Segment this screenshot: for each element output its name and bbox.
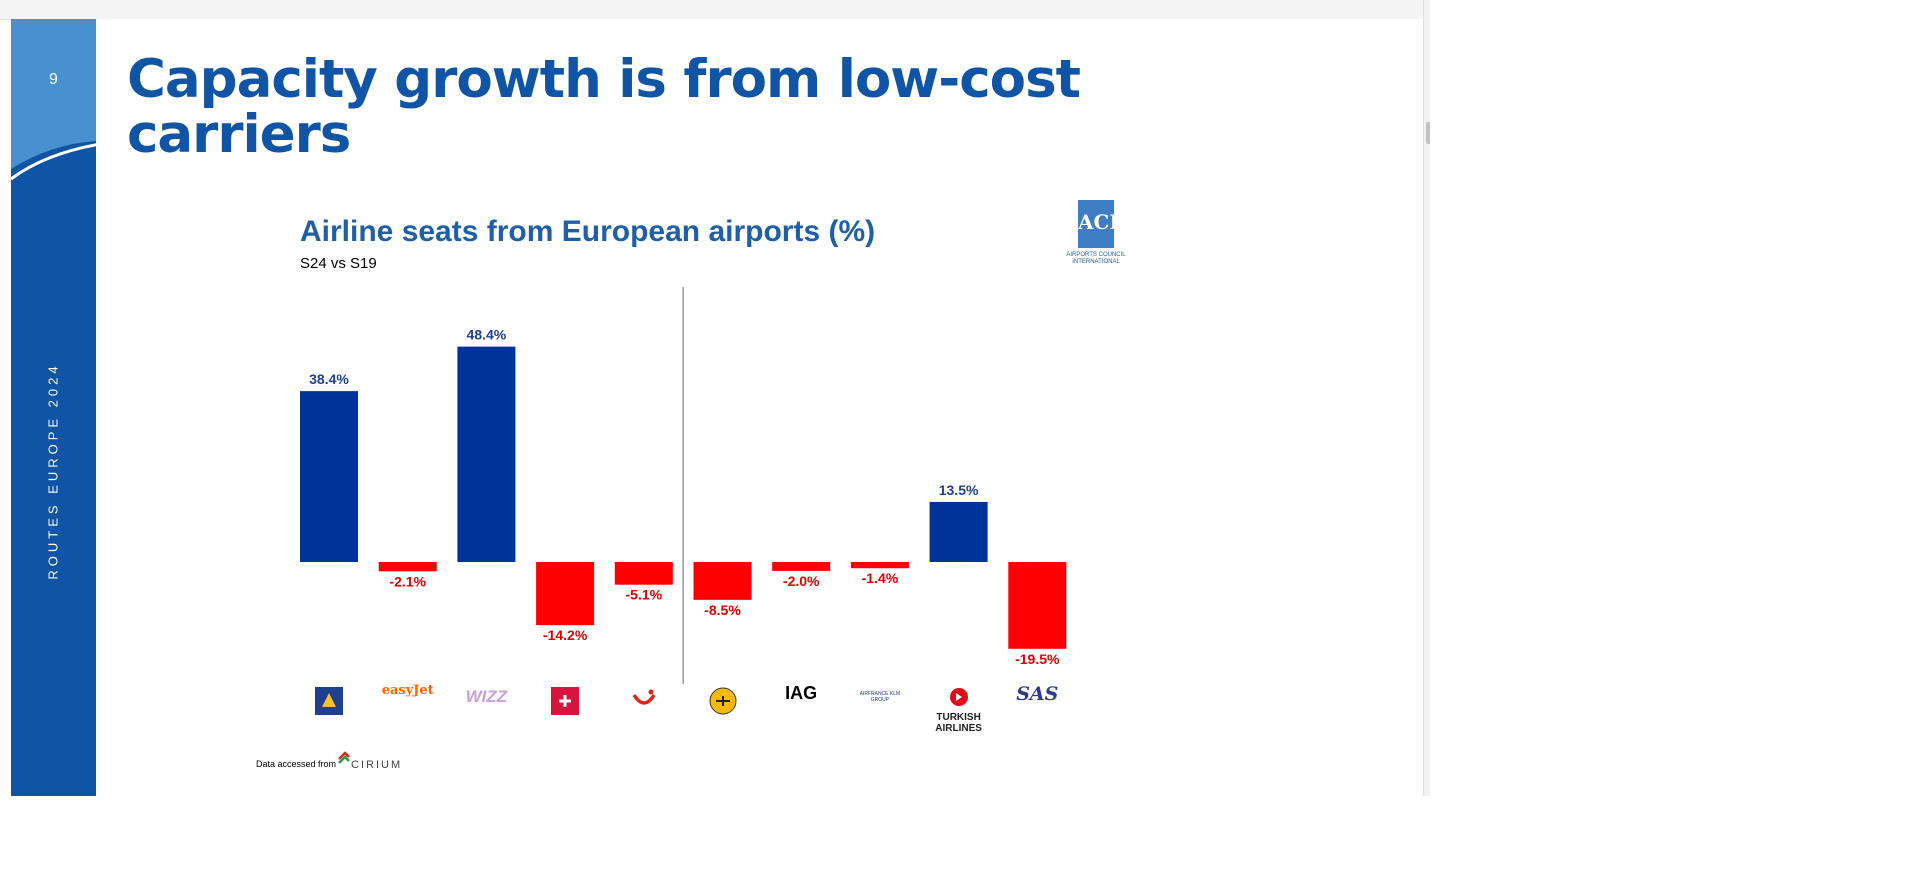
data-label-8: 13.5% — [939, 482, 979, 498]
airline-logo-label-6: IAG — [785, 683, 818, 703]
data-label-9: -19.5% — [1015, 651, 1060, 667]
chart-title: Airline seats from European airports (%) — [300, 215, 876, 248]
airline-logo-wizz: WIZZ — [456, 687, 516, 707]
airline-logo-iag: IAG — [771, 683, 831, 704]
aci-logo-caption: AIRPORTS COUNCIL INTERNATIONAL — [1066, 252, 1126, 265]
bar-chart: 38.4% -2.1% 48.4% -14.2% -5.1% -8.5% -2.0% -1.4… — [300, 287, 1067, 684]
bar-5 — [693, 562, 752, 600]
airline-logo-turkish-airlines: TURKISH AIRLINES — [929, 687, 989, 734]
aci-logo: ACI AIRPORTS COUNCIL INTERNATIONAL — [1066, 194, 1126, 274]
airline-logo-jet2 — [535, 687, 595, 720]
bar-7 — [850, 562, 909, 569]
airline-logo-sas: SAS — [1007, 683, 1067, 705]
airline-logo-label-1: easyJet — [381, 683, 434, 698]
data-label-0: 38.4% — [309, 371, 349, 387]
slide-page-number: 9 — [49, 71, 58, 88]
airline-logo-lufthansa — [693, 687, 753, 720]
bar-4 — [614, 562, 673, 585]
data-label-6: -2.0% — [783, 573, 820, 589]
airline-logo-label-2: WIZZ — [465, 687, 508, 706]
slide: 9 ROUTES EUROPE 2024 Capacity growth is … — [11, 19, 1423, 796]
airline-logo-tui — [614, 687, 674, 718]
bar-1 — [378, 562, 437, 572]
airline-logo-label-9: SAS — [1016, 683, 1059, 705]
airline-logo-air-france-klm: AIRFRANCE KLM GROUP — [850, 691, 910, 703]
cirium-wordmark: CIRIUM — [351, 759, 403, 771]
sidebar-header-shape — [11, 19, 96, 189]
bar-2 — [457, 346, 516, 562]
data-label-3: -14.2% — [543, 627, 588, 643]
data-label-7: -1.4% — [862, 570, 899, 586]
data-label-4: -5.1% — [626, 587, 663, 603]
chart-subtitle: S24 vs S19 — [300, 255, 377, 272]
bar-6 — [772, 562, 831, 571]
data-label-2: 48.4% — [467, 327, 507, 343]
airline-logo-label-7: AIRFRANCE KLM GROUP — [859, 691, 901, 703]
slide-sidebar: 9 ROUTES EUROPE 2024 — [11, 19, 96, 796]
bar-8 — [929, 501, 988, 562]
data-label-5: -8.5% — [704, 602, 741, 618]
airline-logo-ryanair — [299, 687, 359, 720]
bar-3 — [536, 562, 595, 626]
footer-source-note: Data accessed from — [256, 759, 337, 769]
cirium-logo: CIRIUM — [337, 751, 407, 781]
airline-logo-label-8: TURKISH AIRLINES — [935, 712, 982, 734]
aci-logo-mark: ACI — [1078, 200, 1119, 248]
browser-toolbar — [0, 0, 1430, 20]
scrollbar-thumb[interactable] — [1426, 122, 1432, 144]
bar-0 — [300, 391, 358, 562]
airline-logo-easyjet: easyJet — [378, 683, 438, 698]
cirium-icon — [338, 751, 350, 764]
vertical-scrollbar[interactable] — [1423, 0, 1434, 796]
empty-canvas-area — [1430, 0, 1907, 869]
bar-9 — [1008, 562, 1067, 649]
slide-title: Capacity growth is from low-cost carrier… — [127, 49, 1081, 165]
data-label-1: -2.1% — [389, 573, 426, 589]
